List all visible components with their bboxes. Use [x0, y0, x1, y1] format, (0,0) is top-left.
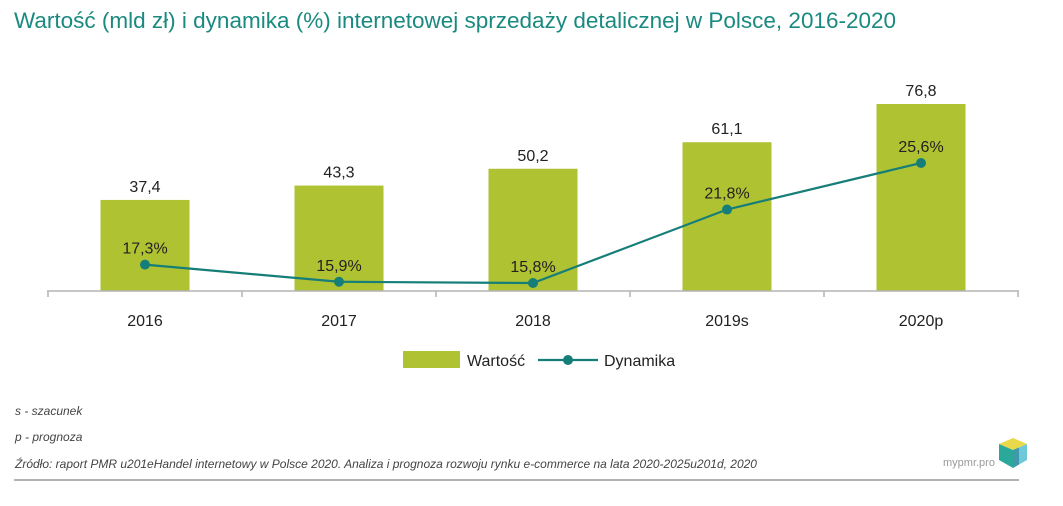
- category-label: 2017: [321, 313, 357, 330]
- bar-2020p: [876, 104, 966, 291]
- bar-2019s: [682, 142, 772, 291]
- bar-2016: [100, 199, 190, 291]
- category-label: 2019s: [705, 313, 749, 330]
- legend-label-line: Dynamika: [604, 353, 675, 370]
- legend-label-bar: Wartość: [467, 353, 525, 370]
- legend-swatch-marker: [563, 355, 573, 365]
- chart-title: Wartość (mld zł) i dynamika (%) internet…: [14, 8, 897, 33]
- line-point-2016: [140, 259, 150, 270]
- note-estimate: s - szacunek: [15, 404, 83, 418]
- chart: 37,4 43,3 50,2 61,1 76,8 17,3% 15,9% 15,8% 21,8…: [47, 83, 1019, 370]
- line-value-label: 21,8%: [704, 186, 749, 203]
- bar-2017: [294, 185, 384, 291]
- line-point-2020p: [916, 158, 926, 168]
- bar-value-label: 61,1: [711, 121, 742, 138]
- note-forecast: p - prognoza: [15, 430, 83, 444]
- brand-logo-icon: [999, 438, 1027, 468]
- x-axis-ticks: [47, 291, 1019, 297]
- line-labels-group: 17,3% 15,9% 15,8% 21,8% 25,6%: [122, 139, 943, 276]
- bar-value-label: 76,8: [905, 83, 936, 100]
- source-note: Źródło: raport PMR u201eHandel interneto…: [15, 457, 757, 471]
- brand-text[interactable]: mypmr.pro: [943, 457, 995, 469]
- category-label: 2020p: [899, 313, 944, 330]
- legend: Wartość Dynamika: [403, 351, 675, 370]
- category-labels-group: 2016 2017 2018 2019s 2020p: [127, 313, 943, 330]
- line-value-label: 25,6%: [898, 139, 943, 156]
- line-series-group: [140, 158, 926, 288]
- line-point-2018: [528, 278, 538, 288]
- bars-group: [100, 104, 966, 291]
- line-point-2019s: [722, 204, 732, 215]
- line-point-2017: [334, 276, 344, 287]
- line-value-label: 17,3%: [122, 241, 167, 258]
- bar-labels-group: 37,4 43,3 50,2 61,1 76,8: [129, 83, 936, 196]
- line-value-label: 15,8%: [510, 259, 555, 276]
- legend-swatch-bar: [403, 351, 460, 368]
- bar-value-label: 37,4: [129, 179, 160, 196]
- line-value-label: 15,9%: [316, 258, 361, 275]
- category-label: 2018: [515, 313, 551, 330]
- category-label: 2016: [127, 313, 163, 330]
- bar-value-label: 50,2: [517, 148, 548, 165]
- bottom-divider: [14, 479, 1019, 481]
- bar-value-label: 43,3: [323, 165, 354, 182]
